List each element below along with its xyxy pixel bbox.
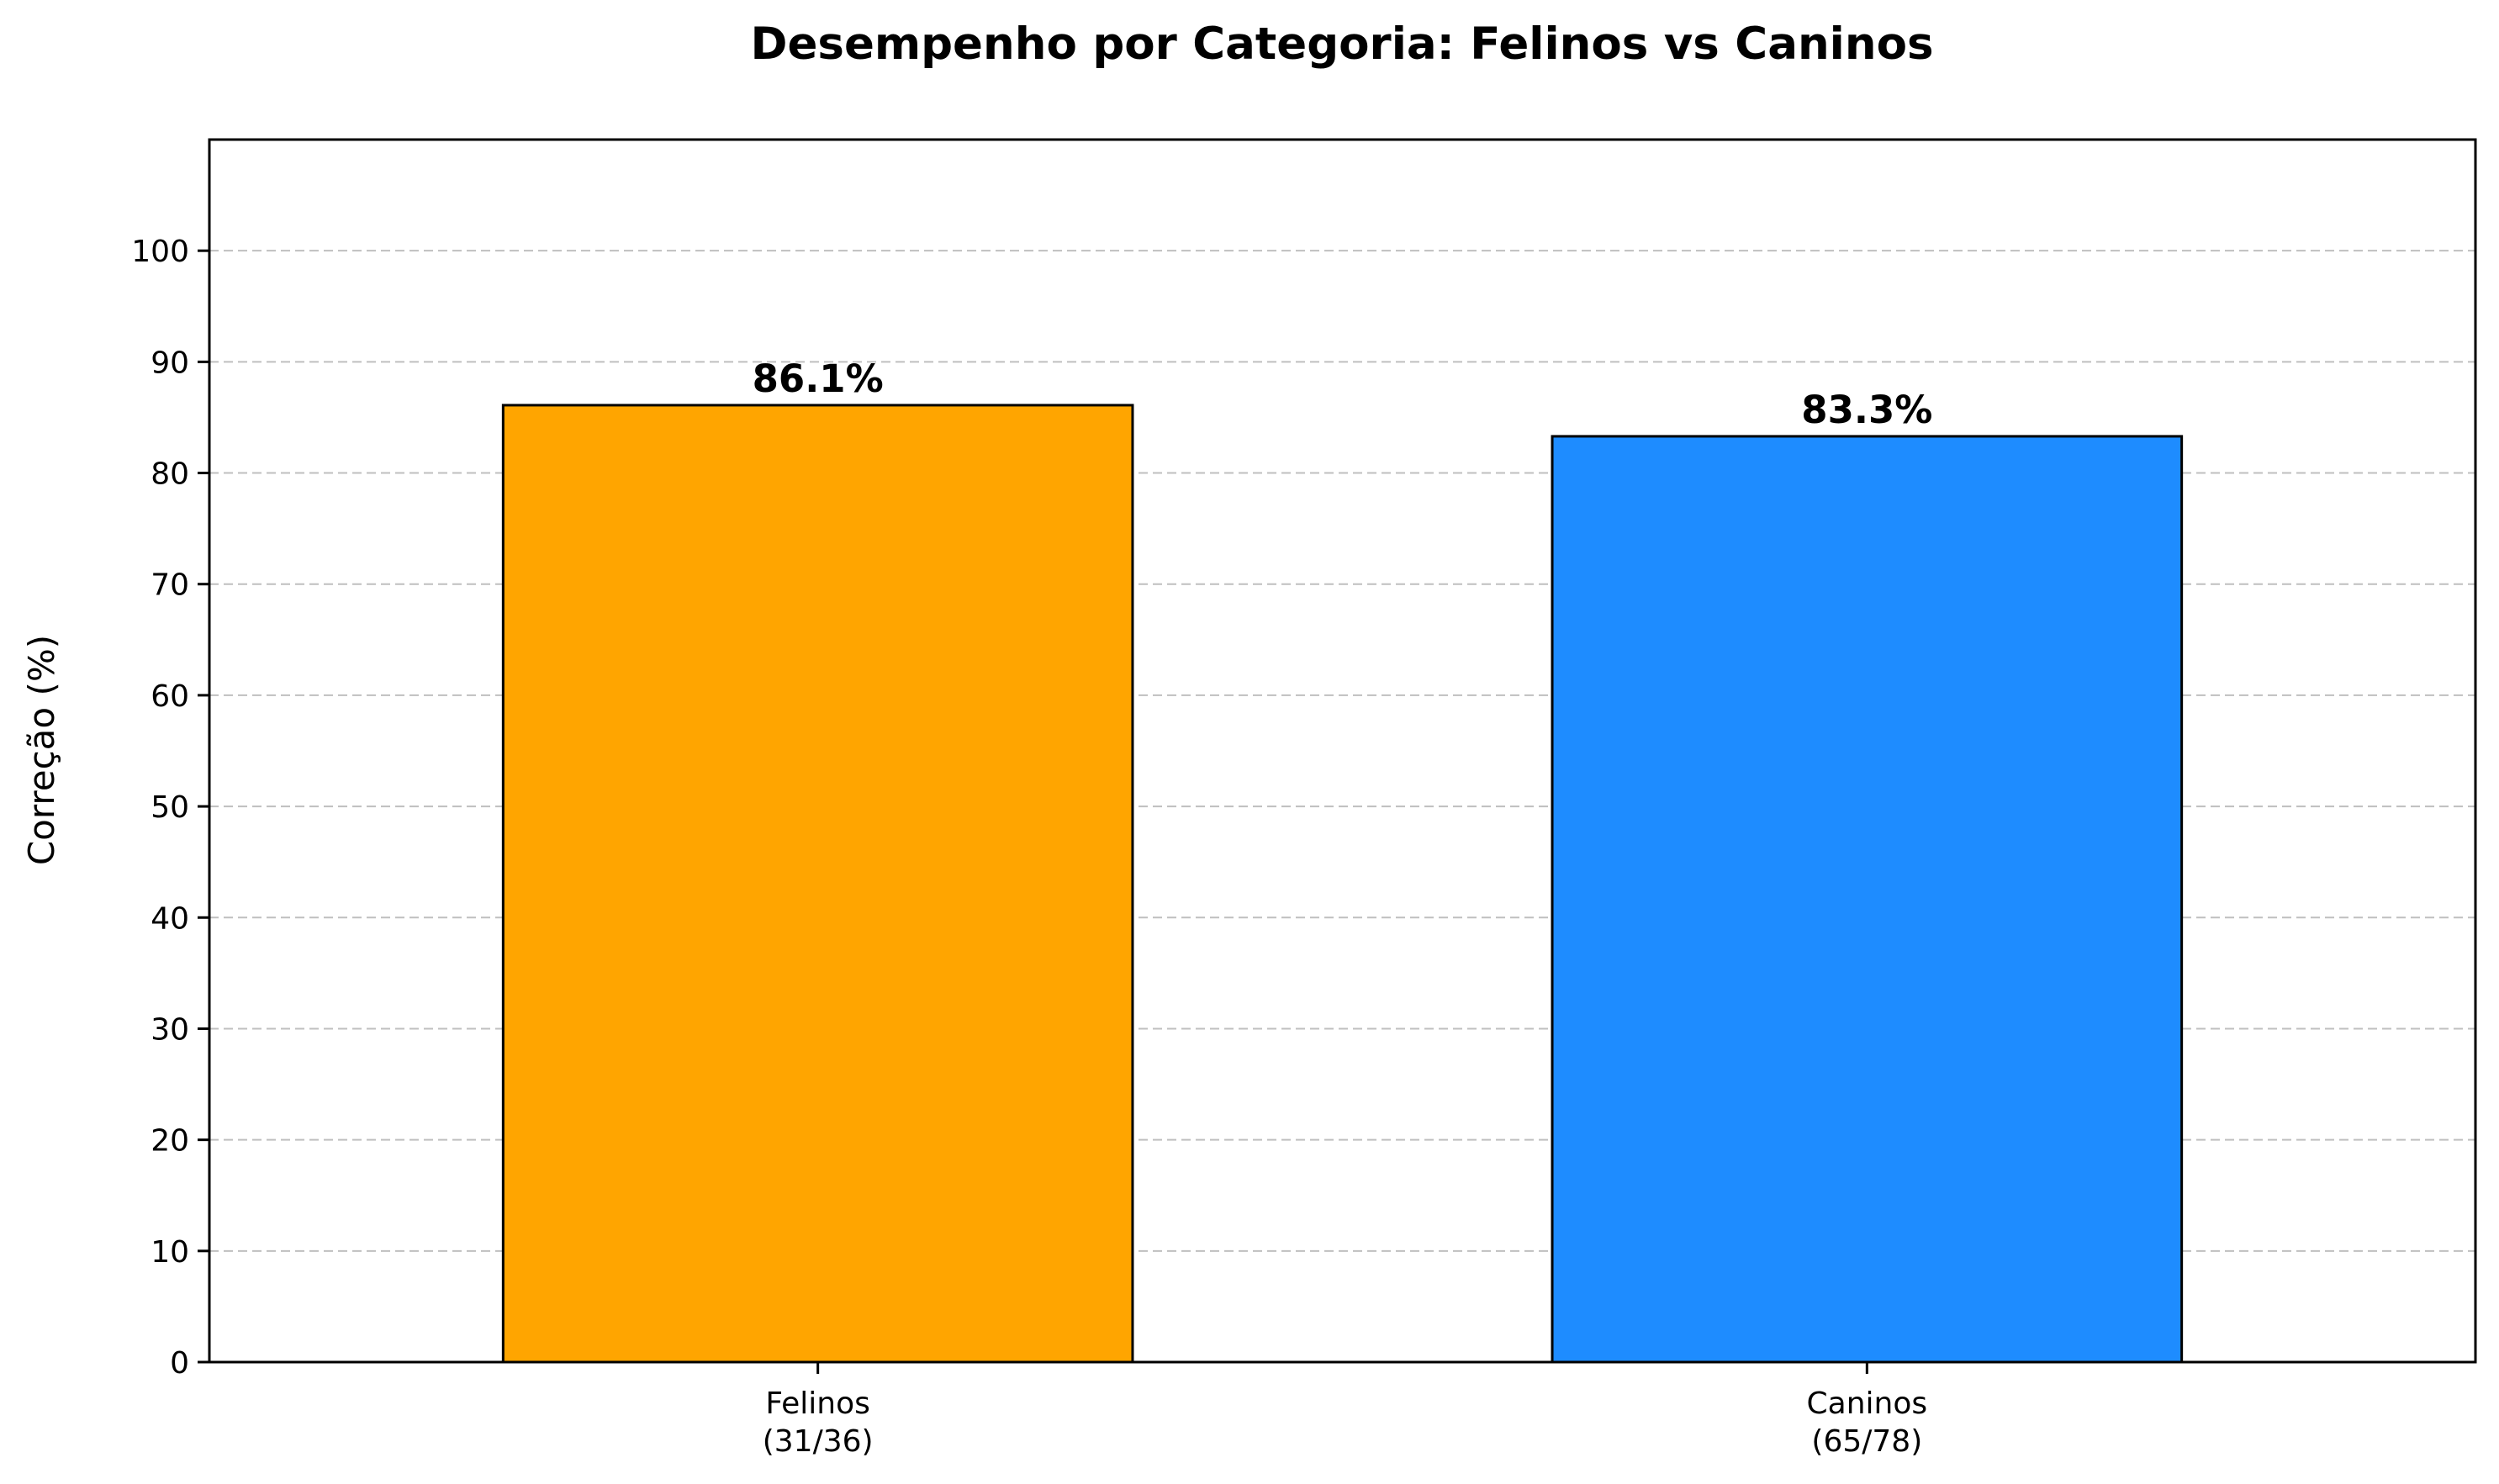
x-axis: Felinos(31/36) Caninos(65/78) (763, 1362, 1927, 1459)
y-tick-label: 100 (131, 235, 189, 269)
y-tick-label: 10 (151, 1235, 189, 1270)
y-tick-label: 30 (151, 1012, 189, 1047)
x-tick-label: Caninos (1807, 1386, 1928, 1421)
y-axis-label: Correção (%) (21, 635, 62, 865)
y-axis: 0 10 20 30 40 50 60 70 80 90 100 (131, 235, 209, 1381)
y-tick-label: 90 (151, 346, 189, 380)
y-tick-label: 40 (151, 901, 189, 936)
data-label: 86.1% (753, 356, 884, 401)
x-tick-label: Felinos (765, 1386, 870, 1421)
data-labels: 86.1% 83.3% (753, 356, 1933, 432)
chart-title: Desempenho por Categoria: Felinos vs Can… (750, 18, 1933, 70)
y-tick-label: 0 (170, 1346, 189, 1381)
data-label: 83.3% (1801, 388, 1932, 432)
y-tick-label: 80 (151, 457, 189, 492)
plot-frame (208, 138, 2477, 1364)
y-tick-label: 70 (151, 568, 189, 603)
x-tick-count-label: (31/36) (763, 1424, 874, 1459)
bars (501, 404, 2184, 1364)
y-tick-label: 50 (151, 790, 189, 825)
bar-caninos (1551, 435, 2184, 1364)
bar-felinos (501, 404, 1134, 1364)
x-tick-count-label: (65/78) (1811, 1424, 1922, 1459)
y-tick-label: 20 (151, 1124, 189, 1159)
y-tick-label: 60 (151, 679, 189, 714)
